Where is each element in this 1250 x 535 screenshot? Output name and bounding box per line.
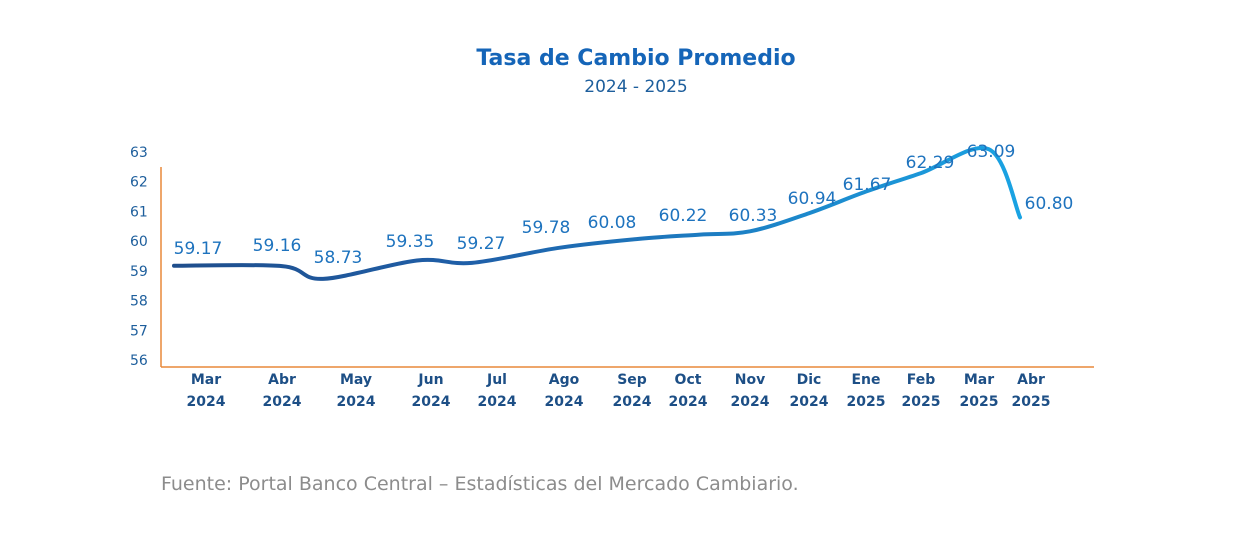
x-tick-month: Ago [549,372,580,388]
data-label: 60.80 [1025,194,1074,214]
x-tick-month: Sep [617,372,647,388]
x-tick-month: May [340,372,372,388]
x-tick-year: 2025 [960,394,999,410]
chart-subtitle: 2024 - 2025 [584,77,688,97]
x-tick-month: Mar [964,372,994,388]
x-tick-month: Ene [851,372,880,388]
y-tick-label: 60 [130,234,148,250]
y-tick-label: 61 [130,204,148,220]
data-label: 59.27 [457,234,506,254]
data-label: 61.67 [843,175,892,195]
y-tick-label: 56 [130,353,148,369]
series-line [172,145,1022,281]
y-tick-label: 62 [130,175,148,191]
x-tick-year: 2024 [337,394,376,410]
x-tick-year: 2024 [613,394,652,410]
y-tick-label: 57 [130,323,148,339]
data-label: 58.73 [314,248,363,268]
chart-title: Tasa de Cambio Promedio [476,46,796,71]
y-tick-label: 58 [130,294,148,310]
x-tick-year: 2024 [790,394,829,410]
x-tick-year: 2025 [902,394,941,410]
x-tick-year: 2025 [1012,394,1051,410]
data-label: 63.09 [967,142,1016,162]
x-tick-month: Jul [486,372,507,388]
data-label: 60.08 [588,213,637,233]
y-tick-label: 59 [130,264,148,280]
x-tick-year: 2024 [545,394,584,410]
data-label: 59.17 [174,239,223,259]
x-tick-month: Jun [417,372,443,388]
x-tick-month: Abr [268,372,296,388]
x-tick-year: 2024 [187,394,226,410]
x-tick-year: 2024 [731,394,770,410]
x-tick-month: Mar [191,372,221,388]
x-tick-year: 2025 [847,394,886,410]
data-label: 60.94 [788,189,837,209]
x-tick-month: Dic [797,372,822,388]
x-tick-month: Oct [675,372,702,388]
data-label: 60.33 [729,206,778,226]
data-label: 59.16 [253,236,302,256]
x-tick-year: 2024 [412,394,451,410]
x-tick-year: 2024 [669,394,708,410]
x-tick-month: Nov [735,372,765,388]
x-tick-year: 2024 [263,394,302,410]
data-label: 60.22 [659,206,708,226]
x-tick-month: Abr [1017,372,1045,388]
data-label: 62.29 [906,153,955,173]
source-note: Fuente: Portal Banco Central – Estadísti… [161,473,799,495]
data-label: 59.78 [522,218,571,238]
y-tick-label: 63 [130,145,148,161]
data-label: 59.35 [386,232,435,252]
x-tick-month: Feb [907,372,936,388]
x-tick-year: 2024 [478,394,517,410]
